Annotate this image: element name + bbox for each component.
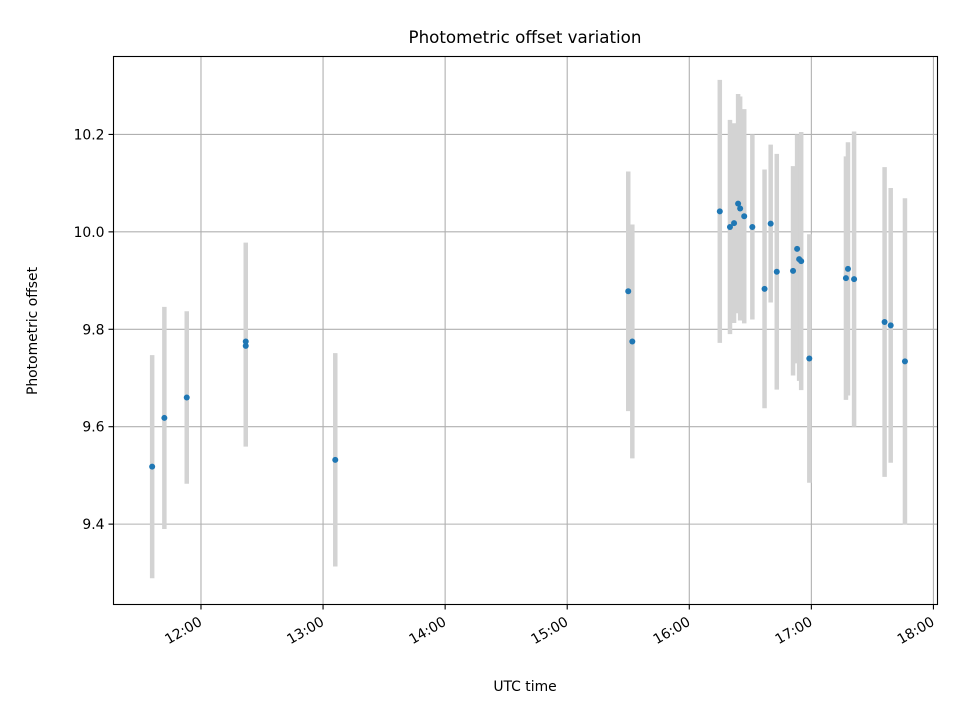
data-point	[794, 245, 801, 252]
y-tick-label: 9.4	[82, 517, 104, 533]
data-point	[183, 394, 190, 401]
data-point	[761, 285, 768, 292]
ticks: 12:00 13:00 14:00 15:00 16:00 17:00 18:00 9.4 9.…	[74, 127, 938, 648]
x-tick-label: 12:00	[162, 614, 205, 648]
y-tick-label: 10.2	[74, 127, 105, 143]
data-point	[842, 275, 849, 282]
data-point	[887, 322, 894, 329]
data-point	[767, 220, 774, 227]
data-point	[625, 288, 632, 295]
data-point	[726, 223, 733, 230]
y-tick-label: 9.6	[82, 420, 104, 436]
data-point	[741, 213, 748, 220]
plot-frame	[112, 55, 939, 606]
grid	[113, 56, 938, 605]
data-point	[773, 268, 780, 275]
x-axis-label: UTC time	[493, 679, 556, 695]
data-point	[790, 267, 797, 274]
data-point	[806, 355, 813, 362]
chart-title: Photometric offset variation	[409, 27, 642, 47]
x-tick-label: 13:00	[284, 614, 327, 648]
data-point	[332, 456, 339, 463]
data-point	[901, 358, 908, 365]
data-point	[161, 414, 168, 421]
data-point	[629, 338, 636, 345]
data-point	[735, 200, 742, 207]
data-point	[149, 463, 156, 470]
data-point	[716, 208, 723, 215]
data-points	[149, 200, 908, 470]
data-point	[737, 205, 744, 212]
x-tick-label: 17:00	[773, 614, 816, 648]
data-point	[242, 342, 249, 349]
data-point	[242, 338, 249, 345]
y-tick-label: 9.8	[82, 322, 104, 338]
data-point	[749, 223, 756, 230]
y-axis-label: Photometric offset	[25, 266, 41, 395]
data-point	[844, 265, 851, 272]
data-point	[881, 318, 888, 325]
data-point	[731, 220, 738, 227]
x-tick-label: 16:00	[651, 614, 694, 648]
data-point	[798, 258, 805, 265]
y-tick-label: 10.0	[74, 225, 105, 241]
data-point	[851, 276, 858, 283]
x-tick-label: 15:00	[529, 614, 572, 648]
x-tick-label: 18:00	[895, 614, 938, 648]
x-tick-label: 14:00	[406, 614, 449, 648]
